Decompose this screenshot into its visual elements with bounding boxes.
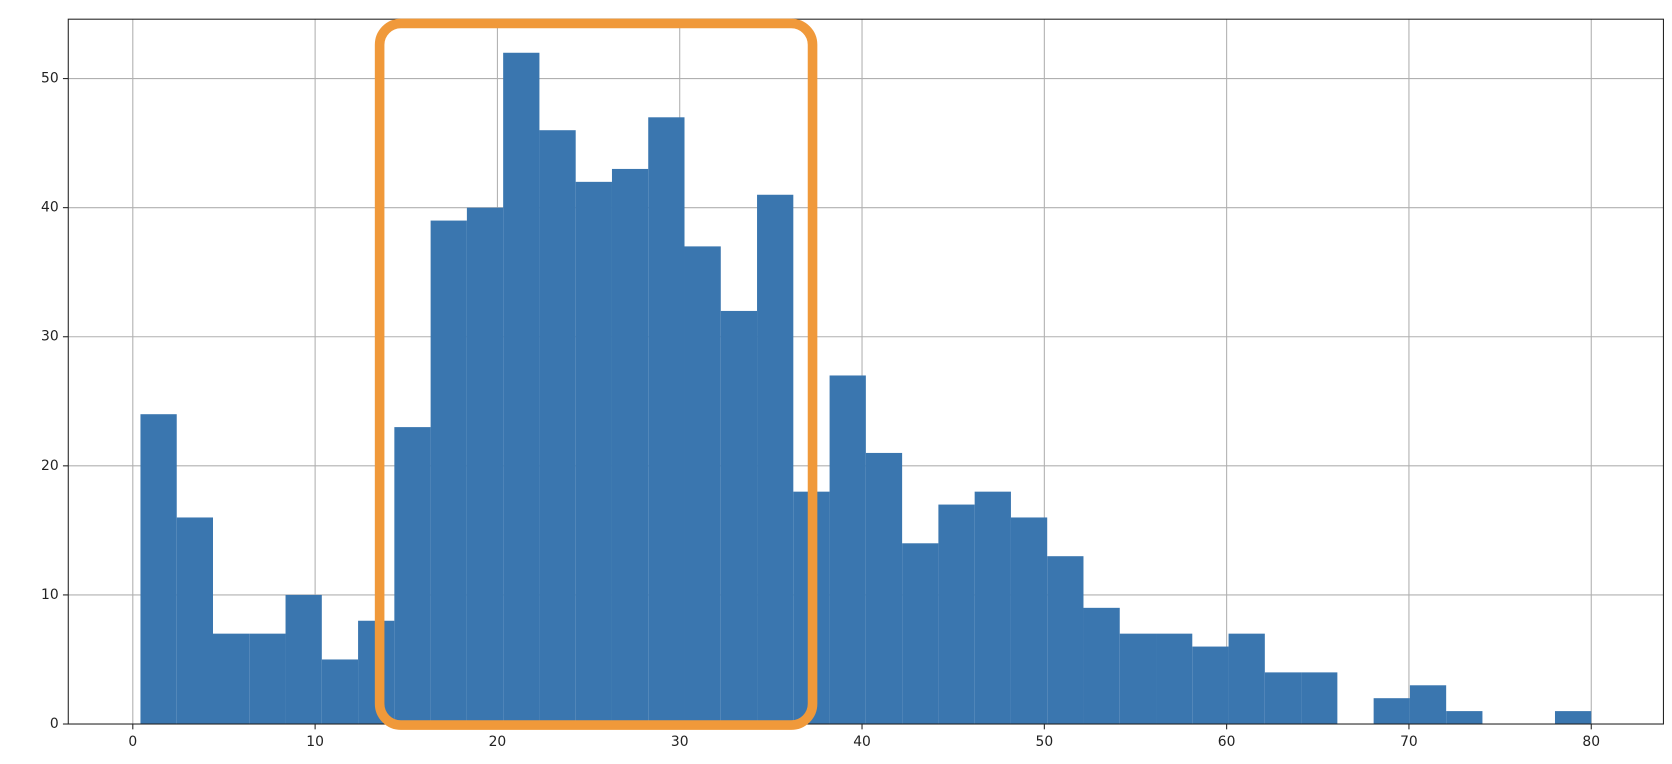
bar [1373,698,1410,725]
bar [974,491,1011,725]
bar [1083,607,1120,725]
bar [1047,556,1084,725]
bar [1301,672,1338,725]
bar [394,427,431,725]
bar [213,633,250,725]
x-tick-label: 60 [1218,734,1236,750]
highlight-box [374,18,818,730]
bar [176,517,214,725]
axes-frame [67,18,1664,725]
bar [321,659,359,725]
y-tick-label: 50 [41,71,59,87]
bar [611,168,649,725]
bar [1264,672,1302,725]
bar [1192,646,1229,725]
bar [249,633,286,725]
y-tick-label: 20 [41,458,59,474]
x-tick-label: 70 [1400,734,1418,750]
y-tick-label: 10 [41,587,59,603]
y-tick-label: 0 [50,716,59,732]
y-tick-label: 40 [41,200,59,216]
x-tick-label: 80 [1582,734,1600,750]
bar [285,594,322,725]
bar [466,207,504,725]
bar [648,117,685,725]
bar [539,130,576,725]
y-tick-label: 30 [41,329,59,345]
bar [1409,685,1447,725]
bar [430,220,467,725]
plot-area: 0 10 20 30 40 50 0 10 20 30 40 50 60 70 80 [41,19,1664,750]
bar [1228,633,1265,725]
bar [902,543,939,725]
bar [575,181,612,725]
x-tick-label: 50 [1036,734,1054,750]
x-tick-label: 0 [128,734,137,750]
bar [829,375,866,725]
x-tick-label: 40 [853,734,871,750]
bar [938,504,975,725]
bar [140,414,177,725]
x-tick-label: 20 [489,734,507,750]
bar [684,246,721,725]
bar [865,452,903,725]
bar [757,194,794,725]
bar [1010,517,1048,725]
bar [1119,633,1157,725]
bar [1156,633,1193,725]
bar [1446,711,1483,725]
bar [720,310,758,725]
x-tick-label: 10 [306,734,324,750]
x-tick-label: 30 [671,734,689,750]
bar [503,52,540,725]
bar [1554,711,1592,725]
